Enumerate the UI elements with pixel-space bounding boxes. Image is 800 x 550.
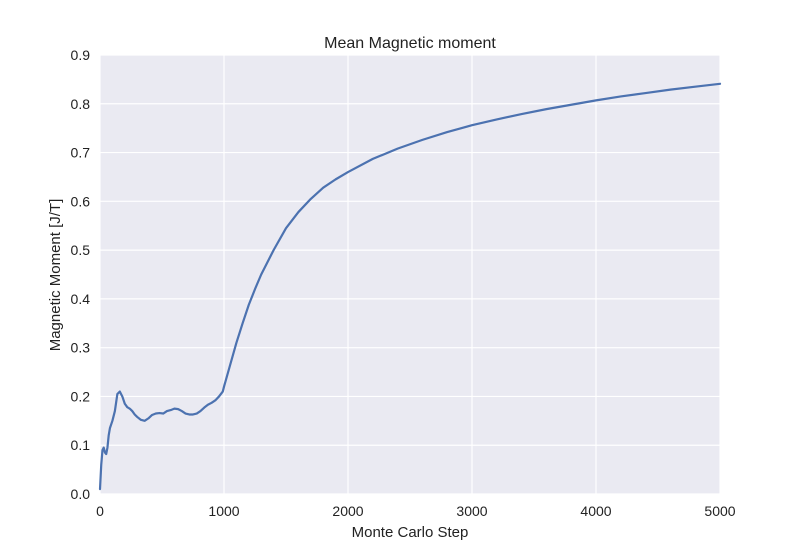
y-tick-label: 0.7 <box>71 145 91 161</box>
chart-title: Mean Magnetic moment <box>324 35 496 52</box>
y-axis-ticks: 0.0 0.1 0.2 0.3 0.4 0.5 0.6 0.7 0.8 0.9 <box>71 47 91 502</box>
x-axis-ticks: 0 1000 2000 3000 4000 5000 <box>96 503 736 519</box>
y-tick-label: 0.0 <box>71 486 91 502</box>
y-axis-label: Magnetic Moment [J/T] <box>47 199 64 352</box>
x-tick-label: 5000 <box>704 503 735 519</box>
plot-area <box>100 55 720 494</box>
y-tick-label: 0.2 <box>71 388 91 404</box>
x-tick-label: 3000 <box>456 503 487 519</box>
series-layer <box>98 82 722 491</box>
x-tick-label: 1000 <box>208 503 239 519</box>
y-tick-label: 0.4 <box>71 291 91 307</box>
x-axis-label: Monte Carlo Step <box>352 524 469 541</box>
gridlines <box>99 54 721 495</box>
y-tick-label: 0.1 <box>71 437 91 453</box>
x-tick-label: 2000 <box>332 503 363 519</box>
series-line <box>98 82 722 491</box>
y-tick-label: 0.5 <box>71 242 91 258</box>
x-tick-label: 0 <box>96 503 104 519</box>
x-tick-label: 4000 <box>580 503 611 519</box>
y-tick-label: 0.3 <box>71 340 91 356</box>
y-tick-label: 0.8 <box>71 96 91 112</box>
y-tick-label: 0.9 <box>71 47 91 63</box>
y-tick-label: 0.6 <box>71 193 91 209</box>
